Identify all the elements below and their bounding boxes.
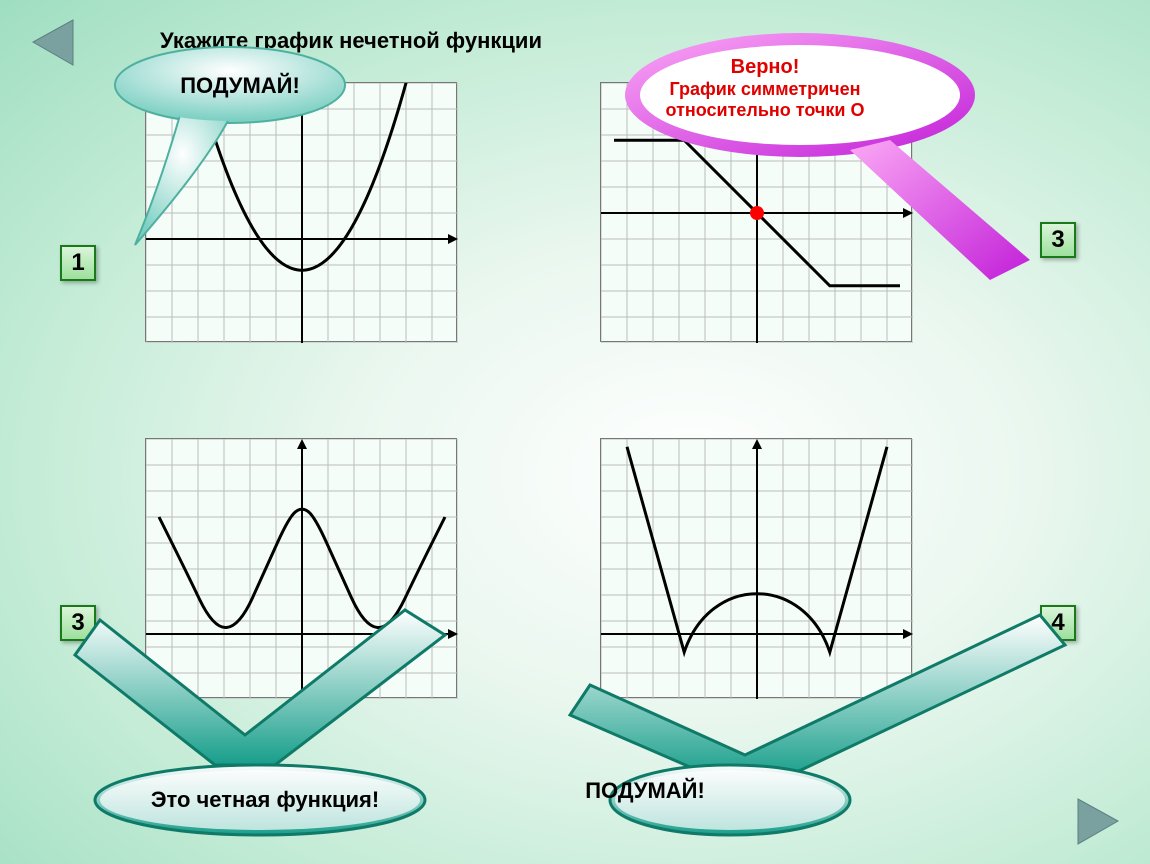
page-title: Укажите график нечетной функции [160,28,542,54]
option-3-button[interactable]: 3 [60,605,96,641]
option-4-button[interactable]: 4 [1040,605,1076,641]
prev-button[interactable] [25,15,80,70]
graph-1 [145,82,457,342]
graph-3 [145,438,457,698]
graph-2 [600,82,912,342]
graph-4 [600,438,912,698]
option-1-button[interactable]: 1 [60,245,96,281]
option-3-top-button[interactable]: 3 [1040,222,1076,258]
next-button[interactable] [1070,794,1125,849]
